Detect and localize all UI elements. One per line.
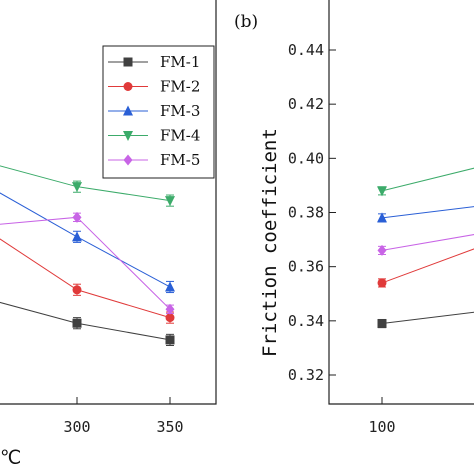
panel-b-x-ticks: 100150 [368,397,396,436]
legend-label-fm-4: FM-4 [160,127,200,145]
panel-a-marker-fm-3 [72,231,82,242]
panel-a-marker-fm-2 [72,285,82,295]
legend-marker-fm-4 [123,131,133,141]
panel-a-marker-fm-5 [165,303,175,315]
panel-b-marker-fm-3 [377,212,387,223]
panel-b-line-fm-3 [381,206,474,219]
legend-label-fm-1: FM-1 [160,53,200,71]
legend: FM-1 FM-2 FM-3 FM-4 FM-5 [102,45,215,179]
panel-a-x-unit: ℃ [0,447,21,469]
panel-b-marker-fm-5 [377,244,387,256]
panel-b-marker-fm-1 [377,319,387,329]
panel-a-marker-fm-4 [72,182,82,193]
panel-b-line-fm-1 [381,311,474,325]
legend-marker-fm-3 [123,105,133,116]
legend-label-fm-5: FM-5 [160,151,200,169]
legend-marker-fm-5 [123,154,133,166]
panel-b: (b) 0.320.340.360.380.400.420.44 100150 … [234,0,474,436]
panel-a-line-fm-1 [0,301,171,341]
panel-a-marker-fm-4 [165,196,175,207]
panel-a-marker-fm-1 [165,335,175,345]
panel-a-x-ticks: 300 350 [63,397,184,436]
panel-a-line-fm-3 [0,192,171,288]
panel-a-marker-fm-2 [165,313,175,323]
legend-marker-fm-1 [123,57,133,67]
panel-a-series [0,165,175,346]
panel-b-y-tick-label: 0.44 [288,41,324,59]
panel-a-x-tick-label: 350 [156,418,183,436]
panel-b-y-tick-label: 0.42 [288,95,324,113]
panel-b-y-tick-label: 0.34 [288,312,324,330]
panel-b-line-fm-4 [381,167,474,192]
panel-b-y-axis-title: Friction coefficient [259,128,281,357]
panel-a-line-fm-5 [0,216,171,310]
panel-b-marker-fm-2 [377,278,387,288]
legend-label-fm-2: FM-2 [160,78,200,96]
legend-box [102,45,215,179]
legend-label-fm-3: FM-3 [160,102,200,120]
panel-b-x-tick-label: 100 [368,418,395,436]
panel-a-frame [0,0,217,405]
panel-b-y-tick-label: 0.32 [288,366,324,384]
panel-b-line-fm-5 [381,234,474,251]
panel-b-marker-fm-4 [377,186,387,197]
panel-b-y-tick-label: 0.40 [288,149,324,167]
panel-a-x-tick-label: 300 [63,418,90,436]
panel-b-series [377,167,474,329]
legend-marker-fm-2 [123,82,133,91]
panel-a: 300 350 ℃ FM-1 FM-2 FM-3 FM-4 FM-5 [0,0,217,469]
legend-items: FM-1 FM-2 FM-3 FM-4 FM-5 [108,53,200,169]
panel-b-label: (b) [234,12,258,32]
panel-a-marker-fm-5 [72,211,82,223]
panel-b-frame [328,0,474,405]
panel-b-y-tick-label: 0.36 [288,258,324,276]
panel-a-marker-fm-1 [72,318,82,328]
panel-b-y-tick-label: 0.38 [288,204,324,222]
panel-a-marker-fm-3 [165,281,175,292]
panel-b-y-ticks: 0.32 0.34 0.36 0.38 0.40 0.42 0.44 [288,41,336,384]
